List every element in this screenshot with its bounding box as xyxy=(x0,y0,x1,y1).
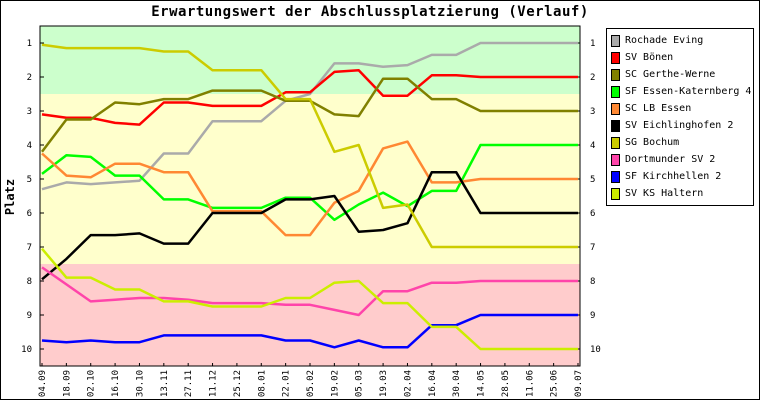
y-tick-label-right-2: 2 xyxy=(590,73,595,83)
legend-item: SF Kirchhellen 2 xyxy=(611,169,721,184)
legend-swatch xyxy=(611,153,620,166)
y-tick-label-left-9: 9 xyxy=(27,311,32,321)
series-line-sg-bochum xyxy=(41,43,578,249)
x-tick-label-0: 04.09 xyxy=(38,370,48,397)
y-tick-label-right-8: 8 xyxy=(590,277,595,287)
x-tick-label-3: 16.10 xyxy=(111,370,121,397)
legend-label: SC Gerthe-Werne xyxy=(625,69,716,80)
series-line-sf-essen-katernberg-4 xyxy=(41,143,578,222)
x-tick-label-6: 27.11 xyxy=(184,370,194,397)
y-tick-label-right-1: 1 xyxy=(590,39,595,49)
x-tick-label-16: 16.04 xyxy=(428,370,438,397)
x-tick-label-9: 08.01 xyxy=(257,370,267,397)
y-tick-label-left-3: 3 xyxy=(27,107,32,117)
x-tick-label-21: 25.06 xyxy=(550,370,560,397)
legend-label: SC LB Essen xyxy=(625,103,692,114)
legend-label: SF Essen-Katernberg 4 xyxy=(625,86,752,97)
legend-swatch xyxy=(611,34,620,47)
x-tick-label-14: 19.03 xyxy=(379,370,389,397)
legend-swatch xyxy=(611,85,620,98)
legend-item: Dortmunder SV 2 xyxy=(611,152,715,167)
chart-title: Erwartungswert der Abschlussplatzierung … xyxy=(151,4,589,20)
y-tick-label-right-7: 7 xyxy=(590,243,595,253)
y-tick-label-left-5: 5 xyxy=(27,175,32,185)
series-line-rochade-eving xyxy=(41,41,578,191)
legend-item: SC Gerthe-Werne xyxy=(611,67,715,82)
legend-item: Rochade Eving xyxy=(611,33,703,48)
y-tick-label-left-2: 2 xyxy=(27,73,32,83)
legend-item: SV Eichlinghofen 2 xyxy=(611,118,733,133)
legend-item: SV KS Haltern xyxy=(611,186,703,201)
y-tick-label-right-10: 10 xyxy=(590,345,601,355)
y-tick-label-right-3: 3 xyxy=(590,107,595,117)
series-line-sv-ks-haltern xyxy=(41,247,578,351)
y-tick-label-left-10: 10 xyxy=(21,345,32,355)
legend-label: SG Bochum xyxy=(625,137,680,148)
x-tick-label-20: 11.06 xyxy=(525,370,535,397)
y-tick-label-left-7: 7 xyxy=(27,243,32,253)
legend-item: SG Bochum xyxy=(611,135,679,150)
legend: Rochade Eving SV Bönen SC Gerthe-Werne SF E… xyxy=(606,28,754,206)
x-tick-label-7: 11.12 xyxy=(209,370,219,397)
legend-item: SF Essen-Katernberg 4 xyxy=(611,84,751,99)
x-tick-label-1: 18.09 xyxy=(62,370,72,397)
x-tick-label-4: 30.10 xyxy=(135,370,145,397)
legend-label: SV Bönen xyxy=(625,52,674,63)
x-tick-label-5: 13.11 xyxy=(160,370,170,397)
y-tick-label-right-4: 4 xyxy=(590,141,595,151)
legend-label: SV KS Haltern xyxy=(625,188,704,199)
legend-item: SC LB Essen xyxy=(611,101,691,116)
legend-label: Rochade Eving xyxy=(625,35,704,46)
series-line-sf-kirchhellen-2 xyxy=(41,313,578,349)
legend-swatch xyxy=(611,102,620,115)
y-tick-label-left-1: 1 xyxy=(27,39,32,49)
x-tick-label-22: 09.07 xyxy=(574,370,584,397)
legend-swatch xyxy=(611,51,620,64)
x-tick-label-13: 05.03 xyxy=(355,370,365,397)
legend-swatch xyxy=(611,68,620,81)
series-line-sv-eichlinghofen-2 xyxy=(41,170,578,281)
x-tick-label-11: 05.02 xyxy=(306,370,316,397)
x-tick-label-12: 19.02 xyxy=(330,370,340,397)
y-tick-label-left-4: 4 xyxy=(27,141,32,151)
x-tick-label-8: 25.12 xyxy=(233,370,243,397)
series-line-dortmunder-sv-2 xyxy=(41,266,578,317)
legend-label: SV Eichlinghofen 2 xyxy=(625,120,734,131)
y-tick-label-right-5: 5 xyxy=(590,175,595,185)
legend-swatch xyxy=(611,119,620,132)
x-tick-label-17: 30.04 xyxy=(452,370,462,397)
legend-label: SF Kirchhellen 2 xyxy=(625,171,722,182)
x-tick-label-2: 02.10 xyxy=(87,370,97,397)
y-tick-label-left-6: 6 xyxy=(27,209,32,219)
x-tick-label-19: 28.05 xyxy=(501,370,511,397)
legend-swatch xyxy=(611,136,620,149)
legend-label: Dortmunder SV 2 xyxy=(625,154,716,165)
y-tick-label-right-9: 9 xyxy=(590,311,595,321)
y-tick-label-left-8: 8 xyxy=(27,277,32,287)
y-tick-label-right-6: 6 xyxy=(590,209,595,219)
x-tick-label-15: 02.04 xyxy=(403,370,413,397)
series-line-sc-lb-essen xyxy=(41,140,578,237)
legend-item: SV Bönen xyxy=(611,50,673,65)
series-line-sv-b-nen xyxy=(41,68,578,126)
legend-swatch xyxy=(611,187,620,200)
zone-band-0 xyxy=(40,26,580,94)
legend-swatch xyxy=(611,170,620,183)
x-tick-label-10: 22.01 xyxy=(282,370,292,397)
x-tick-label-18: 14.05 xyxy=(477,370,487,397)
